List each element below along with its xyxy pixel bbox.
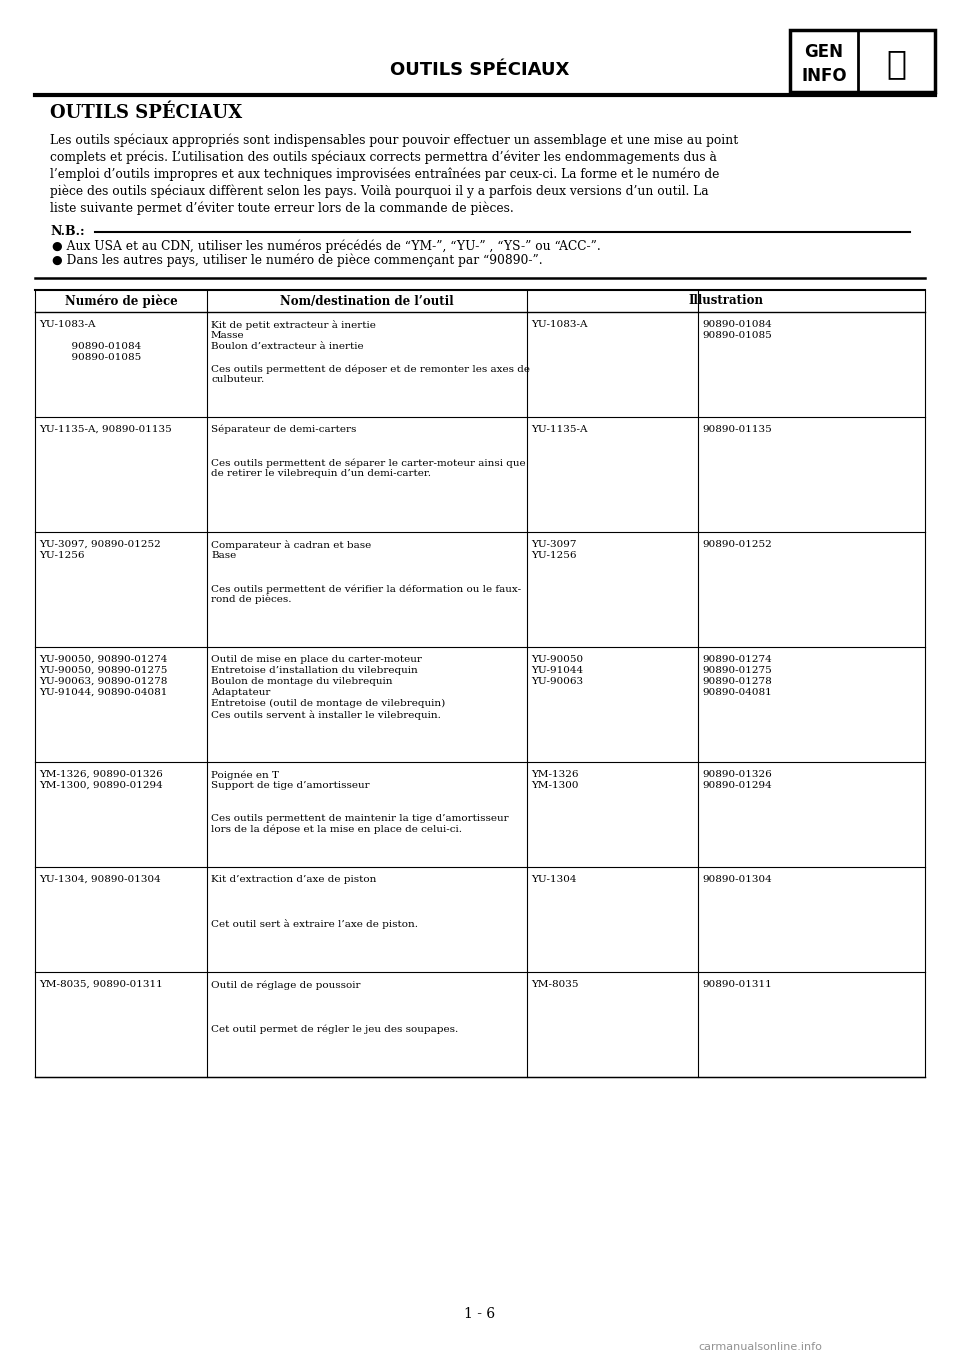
Text: Kit de petit extracteur à inertie: Kit de petit extracteur à inertie <box>211 320 376 330</box>
Text: YU-91044: YU-91044 <box>531 665 583 675</box>
Text: YU-1304: YU-1304 <box>531 875 577 884</box>
Text: Ces outils permettent de vérifier la déformation ou le faux-: Ces outils permettent de vérifier la déf… <box>211 584 521 593</box>
Text: Poignée en T: Poignée en T <box>211 770 279 779</box>
Text: GEN: GEN <box>804 43 844 61</box>
Text: OUTILS SPÉCIAUX: OUTILS SPÉCIAUX <box>50 105 242 122</box>
Text: rond de pièces.: rond de pièces. <box>211 595 292 604</box>
Text: Kit d’extraction d’axe de piston: Kit d’extraction d’axe de piston <box>211 875 376 884</box>
Text: YU-1256: YU-1256 <box>531 551 577 559</box>
Text: de retirer le vilebrequin d’un demi-carter.: de retirer le vilebrequin d’un demi-cart… <box>211 469 431 478</box>
Text: YU-3097, 90890-01252: YU-3097, 90890-01252 <box>39 540 160 549</box>
Text: YU-90063, 90890-01278: YU-90063, 90890-01278 <box>39 678 167 686</box>
Text: INFO: INFO <box>802 67 847 86</box>
Text: OUTILS SPÉCIAUX: OUTILS SPÉCIAUX <box>391 61 569 79</box>
Text: 90890-01304: 90890-01304 <box>702 875 772 884</box>
Text: YU-1083-A: YU-1083-A <box>531 320 588 329</box>
Text: 90890-01085: 90890-01085 <box>702 331 772 340</box>
Text: YU-1135-A, 90890-01135: YU-1135-A, 90890-01135 <box>39 425 172 435</box>
Text: Boulon de montage du vilebrequin: Boulon de montage du vilebrequin <box>211 678 393 686</box>
Text: YM-8035: YM-8035 <box>531 980 579 989</box>
Text: Outil de mise en place du carter-moteur: Outil de mise en place du carter-moteur <box>211 655 421 664</box>
Text: Les outils spéciaux appropriés sont indispensables pour pouvoir effectuer un ass: Les outils spéciaux appropriés sont indi… <box>50 133 738 147</box>
Text: 90890-01326: 90890-01326 <box>702 770 772 779</box>
Text: N.B.:: N.B.: <box>50 225 84 238</box>
Text: YM-8035, 90890-01311: YM-8035, 90890-01311 <box>39 980 163 989</box>
Text: Cet outil permet de régler le jeu des soupapes.: Cet outil permet de régler le jeu des so… <box>211 1024 458 1033</box>
Text: Numéro de pièce: Numéro de pièce <box>64 295 178 308</box>
Text: carmanualsonline.info: carmanualsonline.info <box>698 1342 822 1353</box>
Text: complets et précis. L’utilisation des outils spéciaux corrects permettra d’évite: complets et précis. L’utilisation des ou… <box>50 151 717 164</box>
Text: 90890-01278: 90890-01278 <box>702 678 772 686</box>
Text: Séparateur de demi-carters: Séparateur de demi-carters <box>211 425 356 435</box>
Text: YM-1300, 90890-01294: YM-1300, 90890-01294 <box>39 781 163 790</box>
Text: Entretoise d’installation du vilebrequin: Entretoise d’installation du vilebrequin <box>211 665 418 675</box>
Text: Entretoise (outil de montage de vilebrequin): Entretoise (outil de montage de vilebreq… <box>211 699 445 708</box>
Text: YU-91044, 90890-04081: YU-91044, 90890-04081 <box>39 689 167 697</box>
Text: Support de tige d’amortisseur: Support de tige d’amortisseur <box>211 781 370 790</box>
Text: YU-90050, 90890-01275: YU-90050, 90890-01275 <box>39 665 167 675</box>
Text: Masse: Masse <box>211 331 245 340</box>
Text: 90890-01294: 90890-01294 <box>702 781 772 790</box>
Text: Cet outil sert à extraire l’axe de piston.: Cet outil sert à extraire l’axe de pisto… <box>211 919 418 929</box>
Text: YU-1304, 90890-01304: YU-1304, 90890-01304 <box>39 875 160 884</box>
Text: Ces outils permettent de déposer et de remonter les axes de: Ces outils permettent de déposer et de r… <box>211 364 530 373</box>
Text: Comparateur à cadran et base: Comparateur à cadran et base <box>211 540 372 550</box>
Text: YU-3097: YU-3097 <box>531 540 577 549</box>
Text: liste suivante permet d’éviter toute erreur lors de la commande de pièces.: liste suivante permet d’éviter toute err… <box>50 201 514 215</box>
Text: 90890-01135: 90890-01135 <box>702 425 772 435</box>
Text: YU-1083-A: YU-1083-A <box>39 320 95 329</box>
Text: culbuteur.: culbuteur. <box>211 375 264 384</box>
Text: ● Aux USA et au CDN, utiliser les numéros précédés de “YM-”, “YU-” , “YS-” ou “A: ● Aux USA et au CDN, utiliser les numéro… <box>52 239 601 253</box>
Text: Illustration: Illustration <box>688 295 763 307</box>
Text: Outil de réglage de poussoir: Outil de réglage de poussoir <box>211 980 361 990</box>
Text: l’emploi d’outils impropres et aux techniques improvisées entraînées par ceux-ci: l’emploi d’outils impropres et aux techn… <box>50 167 719 181</box>
Text: 90890-01085: 90890-01085 <box>39 353 141 363</box>
Text: Adaptateur: Adaptateur <box>211 689 271 697</box>
Text: 90890-01252: 90890-01252 <box>702 540 772 549</box>
Text: YU-1135-A: YU-1135-A <box>531 425 588 435</box>
Text: ● Dans les autres pays, utiliser le numéro de pièce commençant par “90890-”.: ● Dans les autres pays, utiliser le numé… <box>52 254 542 268</box>
Text: YU-90063: YU-90063 <box>531 678 583 686</box>
Text: Ces outils permettent de maintenir la tige d’amortisseur: Ces outils permettent de maintenir la ti… <box>211 813 509 823</box>
Text: YM-1326: YM-1326 <box>531 770 579 779</box>
Text: Nom/destination de l’outil: Nom/destination de l’outil <box>280 295 454 307</box>
Text: Boulon d’extracteur à inertie: Boulon d’extracteur à inertie <box>211 342 364 350</box>
Text: 90890-01275: 90890-01275 <box>702 665 772 675</box>
Text: lors de la dépose et la mise en place de celui-ci.: lors de la dépose et la mise en place de… <box>211 826 462 835</box>
Text: pièce des outils spéciaux diffèrent selon les pays. Voilà pourquoi il y a parfoi: pièce des outils spéciaux diffèrent selo… <box>50 185 708 198</box>
Text: Ces outils servent à installer le vilebrequin.: Ces outils servent à installer le vilebr… <box>211 710 441 720</box>
Text: 90890-01274: 90890-01274 <box>702 655 772 664</box>
Text: YU-90050, 90890-01274: YU-90050, 90890-01274 <box>39 655 167 664</box>
Bar <box>790 30 935 92</box>
Text: 90890-01084: 90890-01084 <box>39 342 141 350</box>
Text: 90890-04081: 90890-04081 <box>702 689 772 697</box>
Text: YU-90050: YU-90050 <box>531 655 583 664</box>
Text: YM-1326, 90890-01326: YM-1326, 90890-01326 <box>39 770 163 779</box>
Text: Ces outils permettent de séparer le carter-moteur ainsi que: Ces outils permettent de séparer le cart… <box>211 458 526 467</box>
Text: 90890-01084: 90890-01084 <box>702 320 772 329</box>
Text: 🏍: 🏍 <box>886 48 906 80</box>
Text: YM-1300: YM-1300 <box>531 781 579 790</box>
Text: YU-1256: YU-1256 <box>39 551 84 559</box>
Text: Base: Base <box>211 551 236 559</box>
Text: 1 - 6: 1 - 6 <box>465 1306 495 1321</box>
Text: 90890-01311: 90890-01311 <box>702 980 772 989</box>
